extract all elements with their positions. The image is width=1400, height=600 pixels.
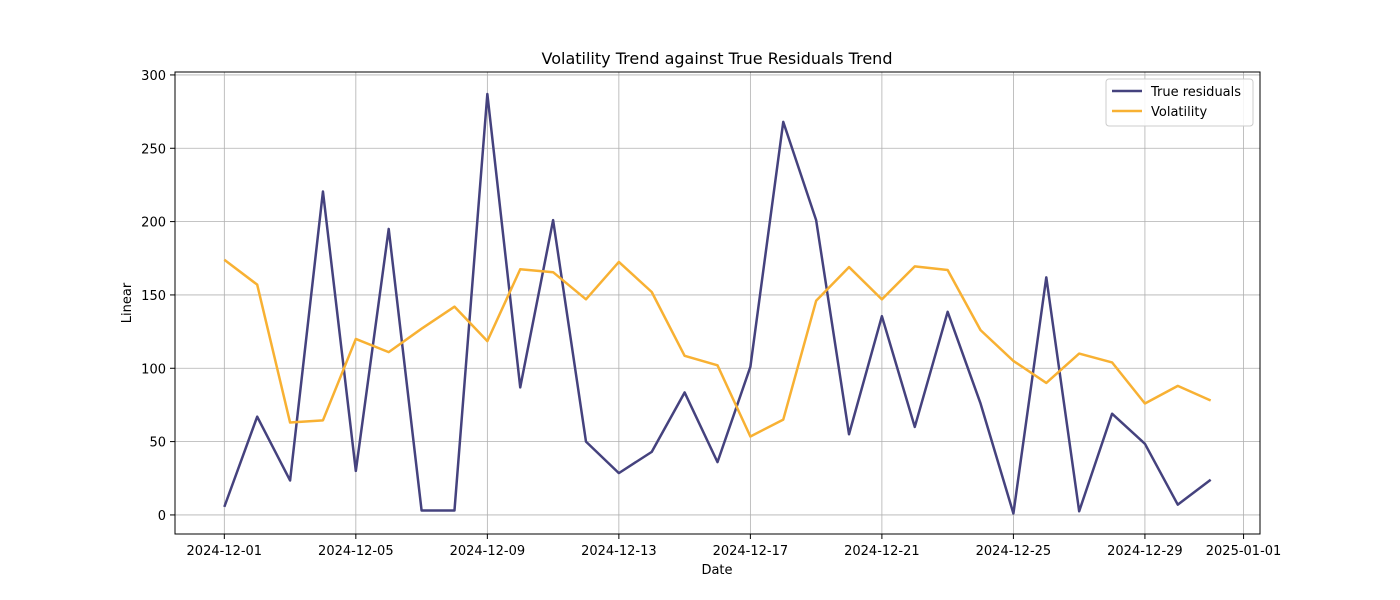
plot-lines [223,92,1212,515]
x-tick-label: 2024-12-13 [581,544,657,559]
x-axis-label: Date [701,563,732,578]
y-tick-label: 50 [149,436,166,451]
legend-label-volatility: Volatility [1151,105,1207,120]
x-tick-label: 2025-01-01 [1206,544,1282,559]
y-tick-label: 0 [158,509,166,524]
y-tick-label: 150 [141,289,166,304]
y-axis-ticks: 0 50 100 150 200 250 300 [141,69,175,524]
series-line-volatility [223,258,1212,438]
x-tick-label: 2024-12-05 [318,544,394,559]
series-line-true-residuals [223,92,1212,515]
y-tick-label: 200 [141,216,166,231]
legend: True residuals Volatility [1105,78,1254,127]
x-axis-ticks: 2024-12-01 2024-12-05 2024-12-09 2024-12-13… [187,534,1282,559]
y-tick-label: 250 [141,142,166,157]
chart-title: Volatility Trend against True Residuals … [542,49,893,68]
legend-box [1105,78,1254,127]
x-tick-label: 2024-12-17 [713,544,789,559]
x-tick-label: 2024-12-29 [1107,544,1183,559]
x-tick-label: 2024-12-09 [450,544,526,559]
plot-frame [174,71,1261,535]
x-tick-label: 2024-12-01 [187,544,263,559]
legend-label-true-residuals: True residuals [1150,85,1241,100]
x-tick-label: 2024-12-21 [844,544,920,559]
y-tick-label: 300 [141,69,166,84]
grid [175,72,1260,534]
y-axis-label: Linear [120,282,135,323]
y-tick-label: 100 [141,362,166,377]
x-tick-label: 2024-12-25 [976,544,1052,559]
